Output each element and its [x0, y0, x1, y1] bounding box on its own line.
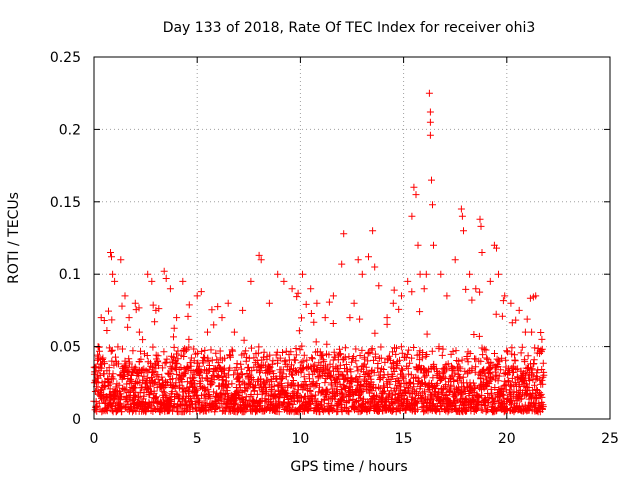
- x-tick-label: 20: [498, 431, 516, 447]
- x-tick-label: 10: [291, 431, 309, 447]
- x-tick-label: 25: [601, 431, 619, 447]
- x-tick-label: 15: [395, 431, 413, 447]
- y-tick-label: 0.15: [50, 195, 81, 211]
- y-tick-label: 0: [72, 412, 81, 428]
- x-tick-labels: 0 5 10 15 20 25: [90, 431, 619, 447]
- plot-frame: [93, 56, 611, 420]
- x-tick-label: 0: [90, 431, 99, 447]
- y-tick-labels: 0 0.05 0.1 0.15 0.2 0.25: [50, 50, 81, 428]
- x-tick-label: 5: [193, 431, 202, 447]
- y-tick-label: 0.25: [50, 50, 81, 66]
- data-points-layer: [90, 89, 548, 416]
- y-tick-label: 0.1: [59, 267, 81, 283]
- chart-title: Day 133 of 2018, Rate Of TEC Index for r…: [163, 20, 536, 36]
- y-tick-label: 0.05: [50, 340, 81, 356]
- y-axis-title: ROTI / TECUs: [6, 192, 22, 284]
- y-tick-label: 0.2: [59, 122, 81, 138]
- x-axis-title: GPS time / hours: [290, 459, 407, 475]
- roti-data-points: [90, 89, 548, 416]
- grid-layer: [94, 57, 610, 419]
- tick-marks: [93, 56, 611, 420]
